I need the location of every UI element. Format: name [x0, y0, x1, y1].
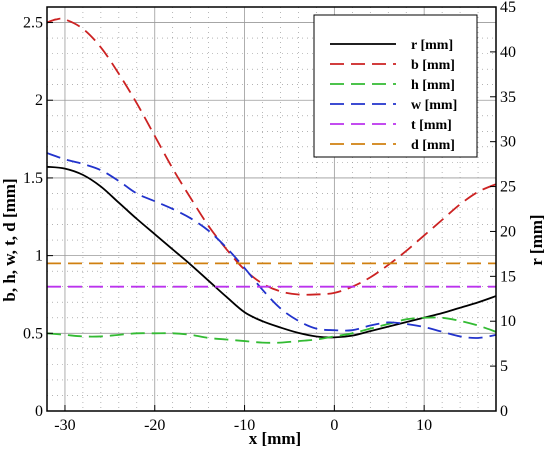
y-left-tick-label: 2.5 — [23, 15, 43, 32]
legend-label-h: h [mm] — [411, 78, 455, 93]
y-right-tick-label: 15 — [500, 268, 516, 285]
series-w-line — [46, 152, 497, 339]
legend: r [mm] b [mm] h [mm] w [mm] t [mm] d [mm] — [313, 14, 478, 158]
legend-label-b: b [mm] — [411, 58, 455, 73]
series-b-line — [46, 17, 497, 296]
x-tick-label: -10 — [234, 417, 255, 434]
y-left-tick-label: 0.5 — [23, 325, 43, 342]
y-right-tick-label: 0 — [500, 403, 508, 420]
y-right-tick-label: 40 — [500, 44, 516, 61]
x-tick-label: -20 — [144, 417, 165, 434]
legend-label-r: r [mm] — [411, 38, 453, 53]
y-left-tick-label: 1.5 — [23, 170, 43, 187]
series-h-line — [46, 316, 497, 344]
y-right-tick-label: 35 — [500, 89, 516, 106]
legend-label-d: d [mm] — [411, 138, 455, 153]
y-left-tick-label: 0 — [35, 403, 43, 420]
axis-ticks: -30 -20 -10 0 10 0 0.5 1 1.5 2 2.5 0 5 10 15 20 25 30 35 40… — [23, 0, 516, 434]
series-layer — [46, 17, 497, 344]
y-right-tick-label: 10 — [500, 313, 516, 330]
legend-label-t: t [mm] — [411, 118, 452, 133]
y-right-tick-label: 25 — [500, 179, 516, 196]
legend-label-w: w [mm] — [411, 98, 457, 113]
y-axis-left-title: b, h, w, t, d [mm] — [0, 178, 19, 301]
legend-box — [313, 14, 478, 158]
x-tick-label: 10 — [416, 417, 432, 434]
y-right-tick-label: 30 — [500, 134, 516, 151]
plot-frame — [46, 6, 497, 412]
x-axis-title: x [mm] — [249, 429, 301, 448]
x-tick-label: 0 — [330, 417, 338, 434]
y-right-tick-label: 45 — [500, 0, 516, 16]
x-tick-label: -30 — [54, 417, 75, 434]
y-right-tick-label: 20 — [500, 223, 516, 240]
y-right-tick-label: 5 — [500, 358, 508, 375]
y-axis-right-title: r [mm] — [527, 214, 546, 265]
y-left-tick-label: 2 — [35, 92, 43, 109]
y-left-tick-label: 1 — [35, 248, 43, 265]
